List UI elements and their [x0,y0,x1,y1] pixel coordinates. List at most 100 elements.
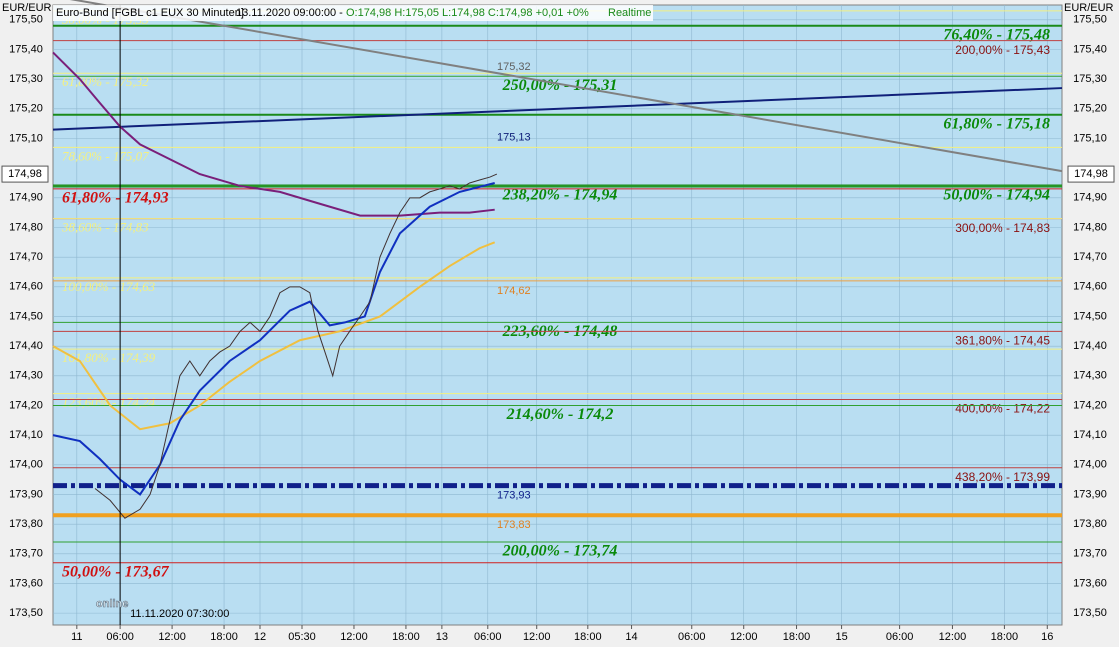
trendline [69,0,1063,173]
level-label: 200,00% - 173,74 [502,543,618,560]
y-tick-label: 173,50 [9,607,43,619]
price-tag-label: 174,98 [1074,168,1108,180]
level-label: 61,80% - 175,32 [62,74,149,89]
price-tag-label: 174,98 [8,168,42,180]
x-tick-label: 18:00 [991,631,1019,643]
x-tick-label: 12:00 [939,631,967,643]
y-tick-label: 175,10 [1073,132,1107,144]
x-tick-label: 06:00 [474,631,502,643]
x-tick-label: 05:30 [288,631,316,643]
price-tag [1,165,49,183]
chart-title: Euro-Bund [FGBL c1 EUX 30 Minuten] [56,7,244,19]
y-tick-label: 174,20 [1073,399,1107,411]
x-tick-label: 16 [1041,631,1053,643]
y-tick-label: 174,00 [1073,459,1107,471]
y-tick-label: 173,90 [9,488,43,500]
x-tick-label: 18:00 [574,631,602,643]
x-tick-label: 06:00 [886,631,914,643]
y-tick-label: 173,70 [1073,548,1107,560]
level-label: 361,80% - 174,45 [955,333,1050,347]
y-tick-label: 174,70 [1073,251,1107,263]
y-tick-label: 174,90 [1073,192,1107,204]
y-tick-label: 174,30 [1073,370,1107,382]
x-tick-label: 11 [71,631,82,643]
y-tick-label: 174,10 [9,429,43,441]
x-tick-label: 12:00 [730,631,758,643]
level-label: 78,60% - 175,07 [62,148,149,163]
y-axis-label: EUR/EUR [2,2,52,14]
x-tick-label: 15 [835,631,847,643]
y-tick-label: 175,30 [9,73,43,85]
y-tick-label: 175,50 [1073,14,1107,26]
level-label: 76,40% - 175,48 [943,26,1050,43]
line [52,51,495,217]
y-tick-label: 174,60 [9,281,43,293]
y-tick-label: 175,40 [1073,43,1107,55]
x-tick-label: 12 [254,631,266,643]
header-bg [53,5,653,21]
y-tick-label: 173,80 [9,518,43,530]
cursor-label: 11.11.2020 07:30:00 [130,608,229,620]
y-tick-label: 173,60 [1073,577,1107,589]
level-label: 61,80% - 175,18 [943,115,1050,132]
y-axis-label: EUR/EUR [1064,2,1114,14]
logo: online [96,598,128,610]
y-tick-label: 174,30 [9,370,43,382]
line [94,173,498,519]
level-label: 100,00% - 174,63 [62,279,156,294]
y-tick-label: 175,10 [9,132,43,144]
y-tick-label: 175,40 [9,43,43,55]
level-label: 300,00% - 174,83 [955,221,1050,235]
x-tick-label: 06:00 [678,631,706,643]
trendline [52,87,1063,131]
level-label: 50,00% - 174,94 [943,187,1050,204]
y-tick-label: 174,80 [1073,221,1107,233]
level-label: 38,60% - 174,83 [61,220,149,235]
x-tick-label: 12:00 [158,631,186,643]
level-label: 50,00% - 173,67 [62,563,170,580]
y-tick-label: 174,50 [9,310,43,322]
y-tick-label: 174,40 [1073,340,1107,352]
level-label: 174,62 [497,285,531,297]
level-label: 400,00% - 174,22 [955,402,1050,416]
y-tick-label: 174,90 [9,192,43,204]
trendline-label: 175,13 [497,131,531,143]
level-label: 173,93 [497,489,531,501]
level-label: 161,80% - 174,39 [62,350,156,365]
y-tick-label: 174,70 [9,251,43,263]
y-tick-label: 175,30 [1073,73,1107,85]
quote: O:174,98 H:175,05 L:174,98 C:174,98 +0,0… [346,7,589,19]
x-tick-label: 12:00 [340,631,368,643]
y-tick-label: 173,60 [9,577,43,589]
y-tick-label: 174,60 [1073,281,1107,293]
y-tick-label: 174,00 [9,459,43,471]
level-label: 438,20% - 173,99 [955,470,1050,484]
price-tag [1067,165,1115,183]
y-tick-label: 174,10 [1073,429,1107,441]
x-tick-label: 14 [625,631,637,643]
y-tick-label: 175,20 [9,103,43,115]
y-tick-label: 175,20 [1073,103,1107,115]
y-tick-label: 173,80 [1073,518,1107,530]
plot-area [52,4,1063,626]
level-label: 200,00% - 175,43 [955,43,1050,57]
x-tick-label: 18:00 [392,631,420,643]
x-tick-label: 18:00 [783,631,811,643]
y-tick-label: 174,50 [1073,310,1107,322]
x-tick-label: 13 [436,631,448,643]
level-label: 61,80% - 174,93 [62,190,169,207]
level-label: 238,20% - 174,94 [502,187,618,204]
trendline-label: 175,32 [497,61,531,73]
y-tick-label: 174,80 [9,221,43,233]
status: Realtime [608,7,651,19]
level-label: 173,83 [497,519,531,531]
x-tick-label: 12:00 [523,631,551,643]
y-tick-label: 174,20 [9,399,43,411]
x-tick-label: 06:00 [106,631,134,643]
y-tick-label: 175,50 [9,14,43,26]
y-tick-label: 174,40 [9,340,43,352]
y-tick-label: 173,70 [9,548,43,560]
y-tick-label: 173,90 [1073,488,1107,500]
x-tick-label: 18:00 [210,631,238,643]
